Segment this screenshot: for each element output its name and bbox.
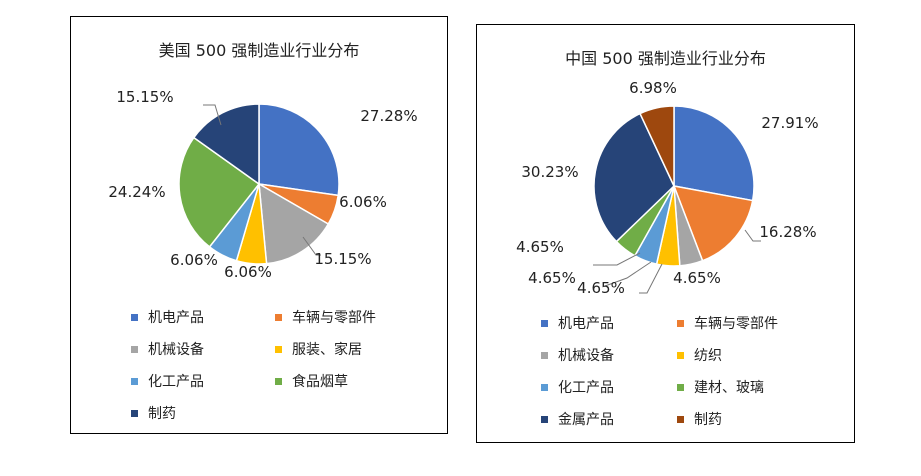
- us-legend-label: 食品烟草: [292, 374, 348, 390]
- us-data-label-3: 6.06%: [224, 263, 272, 281]
- cn-legend-swatch: [677, 383, 684, 391]
- us-legend-item: 车辆与零部件: [275, 307, 376, 327]
- cn-legend-label: 纺织: [694, 348, 722, 364]
- cn-legend-swatch: [541, 415, 548, 423]
- cn-leader-line-3: [639, 263, 663, 294]
- us-pie-chart: 27.28% 6.06% 15.15% 6.06% 6.06% 24.24% 15.15%: [108, 88, 417, 281]
- us-legend-label: 服装、家居: [292, 342, 362, 358]
- us-leader-line-6: [203, 104, 222, 126]
- us-data-label-5: 24.24%: [108, 183, 165, 201]
- cn-legend-item: 金属产品: [541, 409, 614, 429]
- us-leader-line-2: [302, 236, 321, 256]
- us-legend-label: 机械设备: [148, 342, 204, 358]
- us-legend-swatch: [275, 345, 282, 353]
- cn-legend-item: 建材、玻璃: [677, 377, 764, 397]
- cn-data-label-7: 6.98%: [629, 79, 677, 97]
- cn-data-label-2: 4.65%: [673, 269, 721, 287]
- cn-legend-swatch: [541, 351, 548, 359]
- us-legend-label: 化工产品: [148, 374, 204, 390]
- cn-data-label-6: 30.23%: [521, 163, 578, 181]
- cn-pie-slice-1: [672, 185, 754, 262]
- cn-pie-slice-7: [639, 105, 675, 187]
- cn-legend-label: 机械设备: [558, 348, 614, 364]
- cn-legend-label: 制药: [694, 412, 722, 428]
- cn-pie-chart: 27.91%16.28%4.65%4.65%4.65%4.65%30.23%6.…: [516, 79, 818, 297]
- us-legend-swatch: [131, 345, 138, 353]
- cn-legend-item: 制药: [677, 409, 722, 429]
- cn-legend-label: 化工产品: [558, 380, 614, 396]
- us-pie-slice-6: [192, 103, 260, 186]
- us-legend-label: 车辆与零部件: [292, 310, 376, 326]
- cn-pie-slice-6: [593, 112, 675, 243]
- us-data-label-6: 15.15%: [116, 88, 173, 106]
- us-data-label-1: 6.06%: [339, 193, 387, 211]
- us-legend-item: 机械设备: [131, 339, 204, 359]
- us-legend-swatch: [131, 313, 138, 321]
- us-legend-label: 机电产品: [148, 310, 204, 326]
- cn-chart-panel: 中国 500 强制造业行业分布 27.91% 16.28% 4.65% 4.65% 4.…: [476, 24, 855, 443]
- cn-legend-swatch: [677, 415, 684, 423]
- cn-legend-item: 化工产品: [541, 377, 614, 397]
- us-legend-item: 食品烟草: [275, 371, 348, 391]
- us-legend-item: 化工产品: [131, 371, 204, 391]
- cn-legend-swatch: [541, 383, 548, 391]
- cn-legend-item: 机电产品: [541, 313, 614, 333]
- cn-legend-swatch: [541, 319, 548, 327]
- us-data-label-2: 15.15%: [314, 250, 371, 268]
- cn-legend-item: 机械设备: [541, 345, 614, 365]
- us-legend-swatch: [131, 377, 138, 385]
- us-legend-swatch: [131, 409, 138, 417]
- cn-data-label-5: 4.65%: [516, 238, 564, 256]
- cn-chart-title: 中国 500 强制造业行业分布: [565, 49, 766, 68]
- cn-leader-line-1: [744, 229, 761, 242]
- us-chart-panel: 美国 500 强制造业行业分布 27.28% 6.06% 15.15% 6.06% 6.…: [70, 16, 448, 434]
- us-legend-swatch: [275, 313, 282, 321]
- cn-legend-label: 机电产品: [558, 316, 614, 332]
- cn-data-label-1: 16.28%: [759, 223, 816, 241]
- cn-data-label-0: 27.91%: [761, 114, 818, 132]
- us-pie-slice-2: [258, 182, 330, 265]
- cn-legend-swatch: [677, 319, 684, 327]
- us-legend-item: 服装、家居: [275, 339, 362, 359]
- cn-data-label-3: 4.65%: [577, 279, 625, 297]
- us-data-label-4: 6.06%: [170, 251, 218, 269]
- cn-leader-line-4: [604, 261, 652, 287]
- cn-legend-swatch: [677, 351, 684, 359]
- cn-legend-item: 车辆与零部件: [677, 313, 778, 333]
- cn-legend-label: 金属产品: [558, 412, 614, 428]
- cn-legend-label: 车辆与零部件: [694, 316, 778, 332]
- us-pie-slice-0: [258, 103, 340, 197]
- us-legend-label: 制药: [148, 406, 176, 422]
- cn-data-label-4: 4.65%: [528, 269, 576, 287]
- cn-legend-item: 纺织: [677, 345, 722, 365]
- us-legend-item: 机电产品: [131, 307, 204, 327]
- us-legend-item: 制药: [131, 403, 176, 423]
- us-data-label-0: 27.28%: [360, 107, 417, 125]
- cn-pie-slice-0: [673, 105, 755, 202]
- cn-leader-line-5: [593, 252, 641, 266]
- us-pie-slice-5: [178, 136, 261, 248]
- cn-legend-label: 建材、玻璃: [694, 380, 764, 396]
- us-chart-title: 美国 500 强制造业行业分布: [158, 41, 360, 60]
- us-legend-swatch: [275, 377, 282, 385]
